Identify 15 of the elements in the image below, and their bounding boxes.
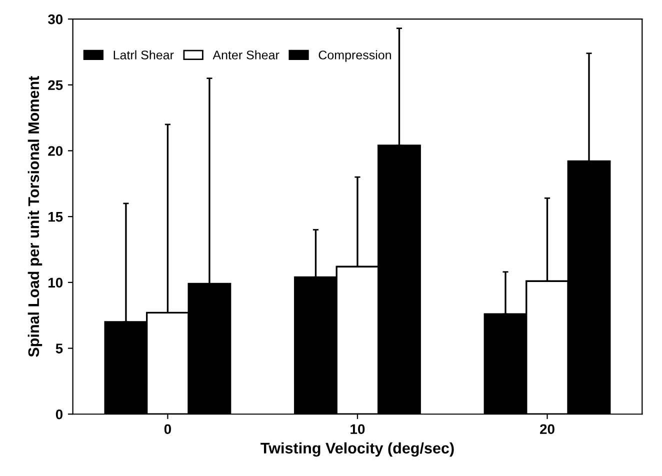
x-tick-label: 10 (350, 424, 365, 434)
legend-label: Compression (318, 50, 391, 62)
y-tick-label: 15 (48, 212, 63, 222)
y-axis-title: Spinal Load per unit Torsional Moment (28, 76, 42, 357)
y-tick-label: 0 (56, 409, 63, 420)
x-tick-label: 20 (540, 424, 554, 434)
y-tick-label: 25 (48, 80, 63, 90)
y-tick-label: 30 (48, 14, 63, 24)
x-axis-title: Twisting Velocity (deg/sec) (260, 442, 454, 457)
y-tick-label: 20 (48, 146, 63, 156)
y-tick-label: 5 (56, 344, 63, 354)
legend-label: Anter Shear (212, 50, 280, 60)
y-tick-label: 10 (48, 278, 63, 288)
legend-label: Latrl Shear (114, 50, 174, 60)
x-tick-label: 0 (164, 424, 171, 434)
